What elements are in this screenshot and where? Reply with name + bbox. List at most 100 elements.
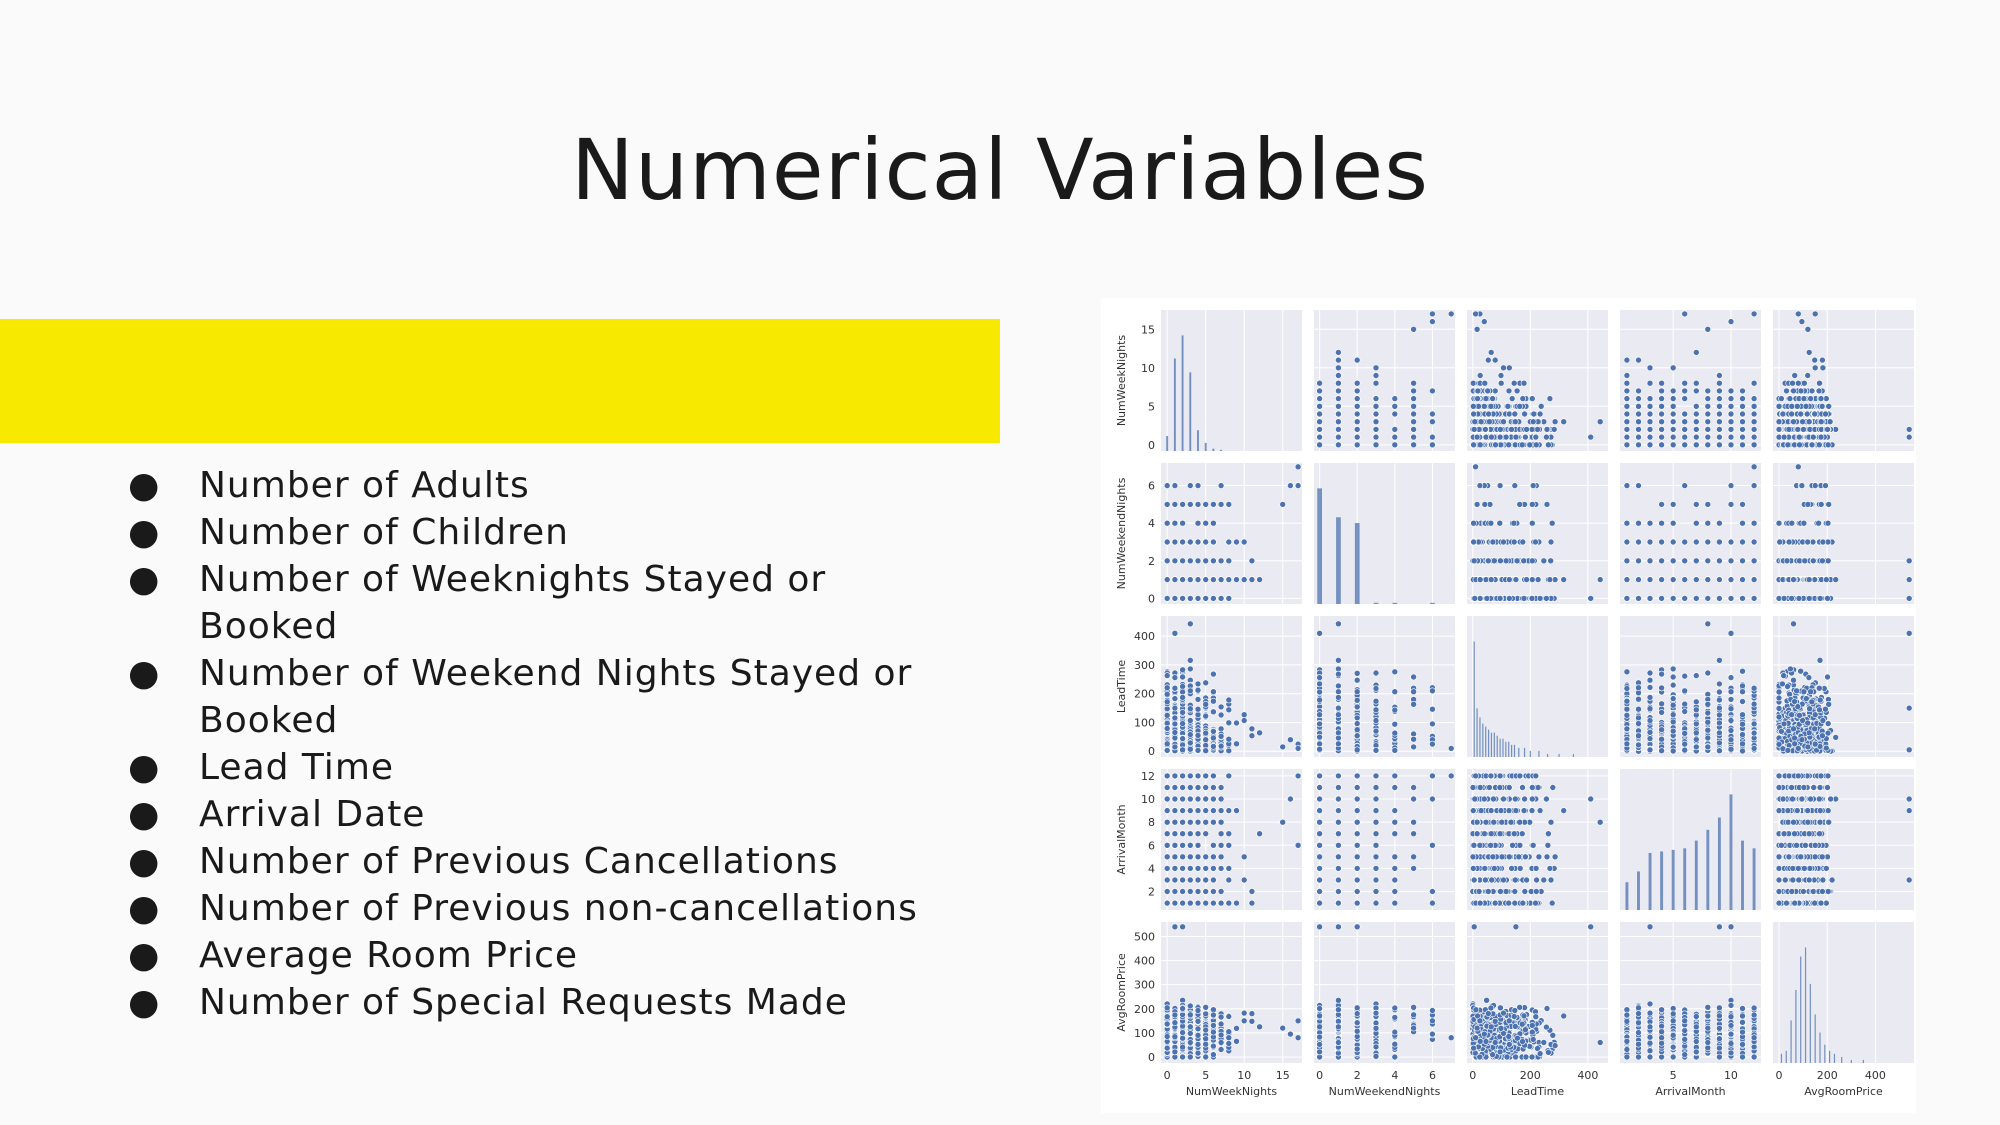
scatter-point xyxy=(1489,538,1497,546)
scatter-point xyxy=(1788,595,1795,602)
scatter-point xyxy=(1391,403,1399,410)
scatter-point xyxy=(1484,387,1492,395)
list-item: ● Number of Adults xyxy=(128,462,928,509)
scatter-point xyxy=(1797,387,1805,395)
scatter-point xyxy=(1785,426,1793,433)
scatter-point xyxy=(1817,418,1825,425)
scatter-point xyxy=(1750,310,1758,318)
scatter-point xyxy=(1704,519,1712,527)
scatter-point xyxy=(1739,433,1746,441)
scatter-point xyxy=(1335,349,1342,356)
scatter-point xyxy=(1491,356,1499,364)
scatter-point xyxy=(1658,387,1665,395)
scatter-point xyxy=(1816,379,1823,387)
scatter-point xyxy=(1646,433,1654,441)
scatter-point xyxy=(1202,679,1209,687)
scatter-point xyxy=(1750,595,1758,602)
scatter-point xyxy=(1658,595,1665,602)
scatter-point xyxy=(1646,410,1654,418)
scatter-point xyxy=(1316,379,1323,387)
scatter-point xyxy=(1681,310,1689,318)
scatter-point xyxy=(1704,441,1712,449)
scatter-point xyxy=(1750,433,1758,441)
scatter-point xyxy=(1179,557,1186,565)
scatter-point xyxy=(1473,325,1481,333)
scatter-point xyxy=(1248,557,1256,565)
scatter-point xyxy=(1287,482,1294,489)
scatter-point xyxy=(1635,410,1642,418)
list-item-label: Number of Previous non-cancellations xyxy=(199,888,918,929)
list-item: ● Number of Weeknights Stayed or Booked xyxy=(128,556,959,650)
scatter-point xyxy=(1587,433,1595,441)
scatter-point xyxy=(1171,482,1179,489)
pairplot-panel xyxy=(1467,310,1608,451)
scatter-point xyxy=(1511,410,1519,418)
scatter-point xyxy=(1500,364,1507,372)
scatter-point xyxy=(1692,519,1700,527)
scatter-point xyxy=(1497,426,1504,433)
scatter-point xyxy=(1391,441,1399,449)
scatter-point xyxy=(1623,403,1631,410)
scatter-point xyxy=(1429,433,1436,441)
scatter-point xyxy=(1794,379,1802,387)
scatter-point xyxy=(1187,482,1194,489)
scatter-point xyxy=(1410,403,1417,410)
scatter-point xyxy=(1233,576,1240,583)
scatter-point xyxy=(1623,538,1631,546)
scatter-point xyxy=(1794,310,1802,318)
scatter-point xyxy=(1353,433,1361,441)
scatter-point xyxy=(1519,395,1527,402)
scatter-point xyxy=(1516,403,1524,410)
scatter-point xyxy=(1716,433,1723,441)
scatter-point xyxy=(1543,433,1550,441)
scatter-point xyxy=(1809,433,1817,441)
pairplot-panel xyxy=(1773,463,1914,604)
scatter-point xyxy=(1623,356,1631,364)
scatter-point xyxy=(1692,595,1700,602)
scatter-point xyxy=(1750,395,1758,402)
histogram-bar xyxy=(1189,372,1192,451)
scatter-point xyxy=(1658,379,1665,387)
scatter-point xyxy=(1796,441,1803,449)
scatter-point xyxy=(1505,576,1513,583)
scatter-point xyxy=(1472,463,1479,471)
scatter-point xyxy=(1905,595,1913,602)
pairplot-figure: 0 5 10 15 NumWeekNights 0 2 4 6 NumWeekendNights 0… xyxy=(1101,298,1916,1113)
scatter-point xyxy=(1353,356,1361,364)
scatter-point xyxy=(1716,519,1723,527)
scatter-point xyxy=(1543,595,1550,602)
histogram-bar xyxy=(1220,449,1223,451)
scatter-point xyxy=(1372,426,1380,433)
scatter-point xyxy=(1484,356,1492,364)
scatter-point xyxy=(1802,403,1810,410)
scatter-point xyxy=(1540,557,1548,565)
scatter-point xyxy=(1824,426,1831,433)
scatter-point xyxy=(1750,557,1758,565)
scatter-point xyxy=(1750,418,1758,425)
scatter-point xyxy=(1316,433,1323,441)
scatter-point xyxy=(1335,426,1342,433)
scatter-point xyxy=(1795,595,1803,602)
scatter-point xyxy=(1510,538,1518,546)
scatter-point xyxy=(1692,557,1700,565)
scatter-point xyxy=(1528,395,1536,402)
scatter-point xyxy=(1819,538,1827,546)
scatter-point xyxy=(1210,708,1217,716)
list-item: ● Number of Previous Cancellations xyxy=(128,838,928,885)
scatter-point xyxy=(1353,418,1361,425)
scatter-point xyxy=(1476,441,1484,449)
scatter-point xyxy=(1623,441,1631,449)
scatter-point xyxy=(1335,387,1342,395)
scatter-point xyxy=(1512,433,1520,441)
scatter-point xyxy=(1519,538,1527,546)
scatter-point xyxy=(1788,403,1796,410)
scatter-point xyxy=(1784,441,1792,449)
scatter-point xyxy=(1791,372,1799,379)
scatter-point xyxy=(1716,395,1723,402)
scatter-point xyxy=(1477,418,1485,425)
scatter-point xyxy=(1793,403,1801,410)
scatter-point xyxy=(1429,441,1436,449)
histogram-bar xyxy=(1336,517,1341,604)
scatter-point xyxy=(1490,557,1498,565)
scatter-point xyxy=(1248,576,1256,583)
